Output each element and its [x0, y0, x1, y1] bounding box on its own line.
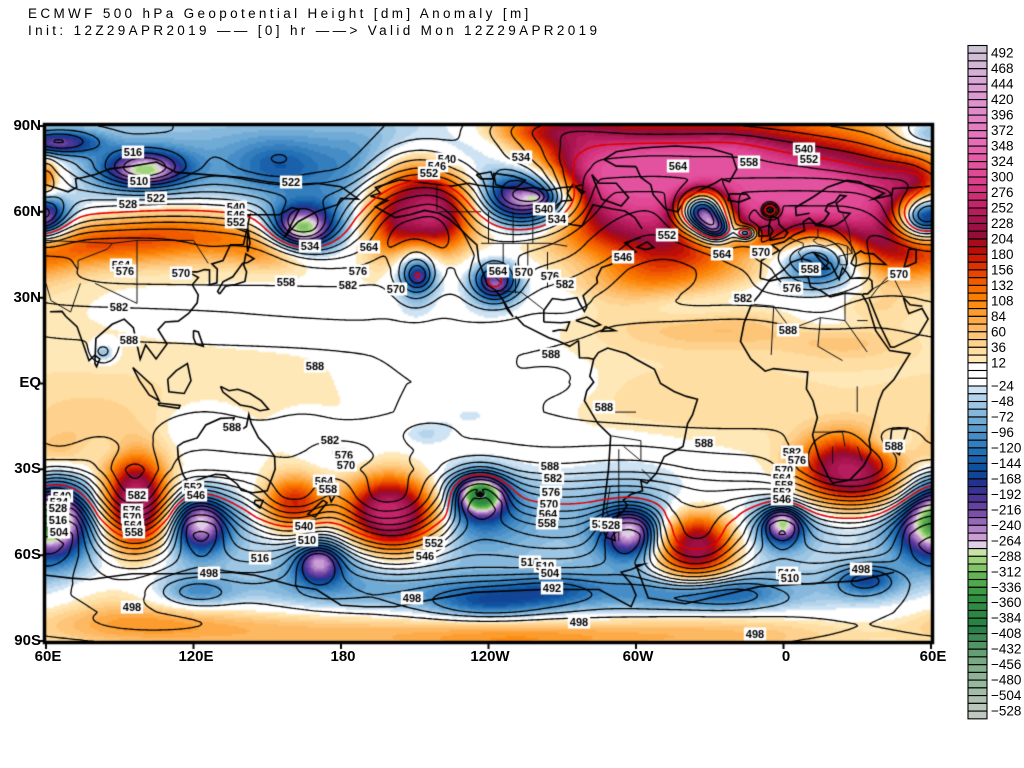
svg-text:−24: −24: [991, 379, 1014, 394]
svg-text:−504: −504: [991, 688, 1022, 703]
svg-text:−528: −528: [991, 704, 1021, 719]
svg-text:−384: −384: [991, 611, 1022, 626]
svg-text:396: 396: [991, 108, 1014, 123]
svg-text:156: 156: [991, 262, 1014, 277]
svg-text:36: 36: [991, 340, 1006, 355]
svg-text:−192: −192: [991, 487, 1021, 502]
svg-text:84: 84: [991, 309, 1007, 324]
svg-text:−168: −168: [991, 471, 1021, 486]
svg-text:−312: −312: [991, 564, 1021, 579]
svg-text:−120: −120: [991, 440, 1021, 455]
svg-text:−336: −336: [991, 580, 1021, 595]
svg-text:−432: −432: [991, 642, 1021, 657]
svg-text:−360: −360: [991, 595, 1021, 610]
svg-text:444: 444: [991, 77, 1014, 92]
svg-text:492: 492: [991, 46, 1014, 61]
svg-text:132: 132: [991, 278, 1014, 293]
svg-text:−48: −48: [991, 394, 1014, 409]
svg-text:204: 204: [991, 232, 1014, 247]
svg-text:−480: −480: [991, 673, 1021, 688]
svg-text:276: 276: [991, 185, 1014, 200]
svg-text:324: 324: [991, 154, 1014, 169]
svg-text:−408: −408: [991, 626, 1021, 641]
svg-text:180: 180: [991, 247, 1014, 262]
svg-text:348: 348: [991, 139, 1014, 154]
svg-text:12: 12: [991, 355, 1006, 370]
svg-text:108: 108: [991, 293, 1014, 308]
svg-text:60: 60: [991, 324, 1006, 339]
svg-text:−288: −288: [991, 549, 1021, 564]
svg-text:468: 468: [991, 61, 1014, 76]
svg-text:372: 372: [991, 123, 1014, 138]
svg-text:252: 252: [991, 201, 1014, 216]
svg-text:−264: −264: [991, 533, 1022, 548]
svg-text:−144: −144: [991, 456, 1022, 471]
svg-text:−240: −240: [991, 518, 1021, 533]
svg-text:420: 420: [991, 92, 1014, 107]
svg-text:−216: −216: [991, 502, 1021, 517]
svg-text:300: 300: [991, 170, 1014, 185]
svg-text:−96: −96: [991, 425, 1014, 440]
svg-text:228: 228: [991, 216, 1014, 231]
svg-text:−456: −456: [991, 657, 1021, 672]
svg-text:−72: −72: [991, 410, 1014, 425]
